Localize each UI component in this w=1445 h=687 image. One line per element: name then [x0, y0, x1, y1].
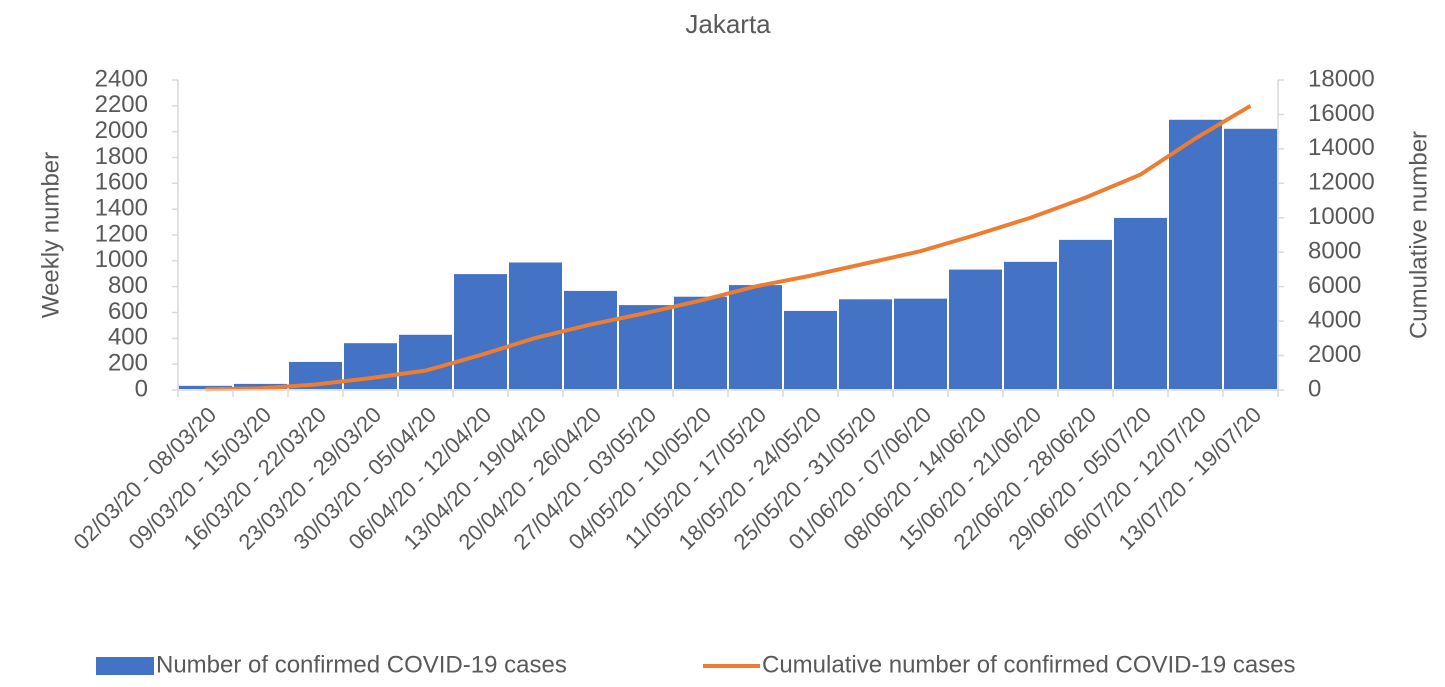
bar [342, 341, 399, 392]
bar [1167, 117, 1224, 391]
y2-tick-label: 16000 [1308, 100, 1375, 127]
y-tick-label: 2000 [95, 117, 148, 144]
y-tick-label: 400 [108, 324, 148, 351]
bar [562, 288, 619, 392]
bar [507, 260, 564, 391]
bar [837, 297, 894, 391]
y2-tick-label: 0 [1308, 375, 1321, 402]
y-axis-label: Weekly number [37, 152, 64, 318]
y-tick-label: 1800 [95, 143, 148, 170]
y-tick-label: 800 [108, 272, 148, 299]
legend-swatch [96, 657, 154, 675]
y-tick-label: 1400 [95, 195, 148, 222]
bar [892, 296, 949, 392]
bar [672, 294, 729, 392]
y-tick-label: 1000 [95, 246, 148, 273]
y2-tick-label: 2000 [1308, 341, 1361, 368]
bar [1222, 126, 1279, 392]
bar [1112, 215, 1169, 391]
y2-tick-label: 10000 [1308, 203, 1375, 230]
line [205, 104, 1252, 392]
y2-tick-label: 8000 [1308, 238, 1361, 265]
bar [782, 308, 839, 391]
y2-tick-label: 14000 [1308, 134, 1375, 161]
y-tick-label: 0 [135, 375, 148, 402]
y-tick-label: 2200 [95, 91, 148, 118]
y-tick-label: 1200 [95, 220, 148, 247]
y2-tick-label: 12000 [1308, 169, 1375, 196]
bar [947, 267, 1004, 392]
legend-label: Cumulative number of confirmed COVID-19 … [762, 651, 1296, 678]
y-tick-label: 2400 [95, 65, 148, 92]
bar [1002, 259, 1059, 392]
bar [727, 283, 784, 392]
y2-tick-label: 18000 [1308, 65, 1375, 92]
y2-tick-label: 6000 [1308, 272, 1361, 299]
y-tick-label: 600 [108, 298, 148, 325]
y-tick-label: 200 [108, 350, 148, 377]
y2-axis-label: Cumulative number [1405, 131, 1432, 339]
y-tick-label: 1600 [95, 169, 148, 196]
y2-tick-label: 4000 [1308, 306, 1361, 333]
bar [397, 332, 454, 391]
legend-label: Number of confirmed COVID-19 cases [156, 651, 567, 678]
bar [1057, 237, 1114, 391]
chart-title: Jakarta [685, 9, 771, 39]
bar [452, 272, 509, 391]
